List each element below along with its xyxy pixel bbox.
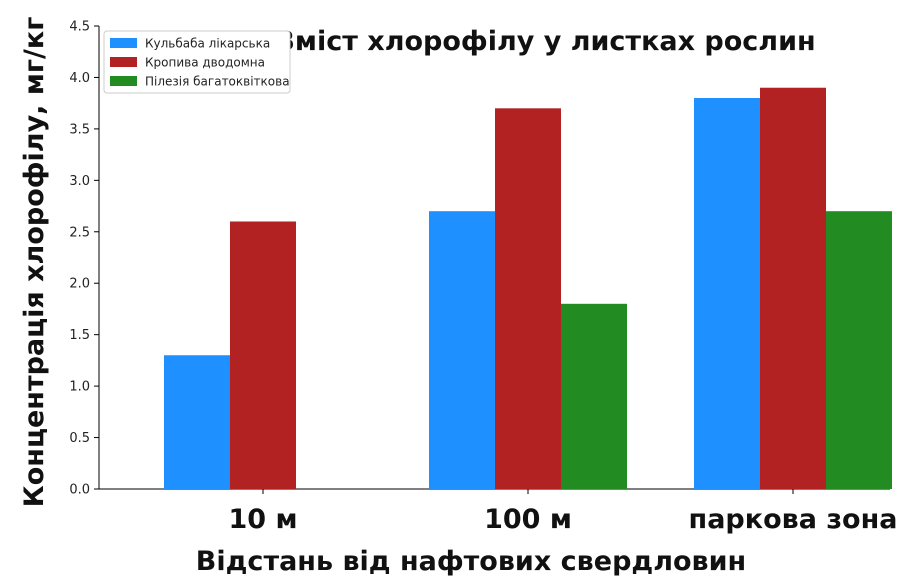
y-ticks: 0.0 0.5 1.0 1.5 2.0 2.5 3.0 3.5 4.0 4.5 (69, 20, 99, 498)
legend-label: Кропива дводомна (145, 56, 265, 70)
y-tick-label: 0.0 (69, 483, 90, 498)
legend-box (103, 30, 291, 94)
y-tick-label: 4.0 (69, 71, 90, 86)
bar-1-3 (694, 98, 760, 490)
bar-3-3 (826, 211, 892, 489)
x-axis-title: Відстань від нафтових свердловин (196, 546, 746, 577)
legend-label: Кульбаба лікарська (145, 37, 270, 51)
y-tick-label: 2.5 (69, 225, 90, 240)
y-tick-label: 3.5 (69, 122, 90, 137)
y-tick-label: 1.5 (69, 328, 90, 343)
x-tick-label: 10 м (228, 504, 297, 535)
plot-area: 0.0 0.5 1.0 1.5 2.0 2.5 3.0 3.5 4.0 4.5 10 м 100 м… (69, 20, 897, 536)
y-axis-title: Концентрація хлорофілу, мг/кг (19, 17, 50, 508)
bar-2-3 (760, 87, 826, 489)
bar-2-2 (495, 108, 561, 490)
x-tick-label: 100 м (484, 504, 572, 535)
bar-1-1 (164, 355, 230, 489)
y-tick-label: 2.0 (69, 277, 90, 292)
legend: Кульбаба лікарська Кропива дводомна Пілезі… (103, 30, 291, 94)
bars (164, 87, 892, 490)
legend-swatch (110, 76, 137, 86)
legend-swatch (110, 57, 137, 67)
y-tick-label: 0.5 (69, 431, 90, 446)
y-tick-label: 3.0 (69, 174, 90, 189)
legend-swatch (110, 38, 137, 48)
bar-1-2 (429, 211, 495, 489)
x-ticks: 10 м 100 м паркова зона (228, 489, 897, 535)
chart-title: Вміст хлорофілу у листках рослин (274, 26, 815, 57)
bar-2-1 (230, 221, 296, 489)
legend-items: Кульбаба лікарська Кропива дводомна Пілезі… (110, 37, 290, 89)
x-tick-label: паркова зона (689, 504, 898, 535)
y-tick-label: 1.0 (69, 380, 90, 395)
legend-label: Пілезія багатоквіткова (145, 75, 290, 89)
bar-3-2 (561, 303, 627, 489)
y-tick-label: 4.5 (69, 20, 90, 35)
